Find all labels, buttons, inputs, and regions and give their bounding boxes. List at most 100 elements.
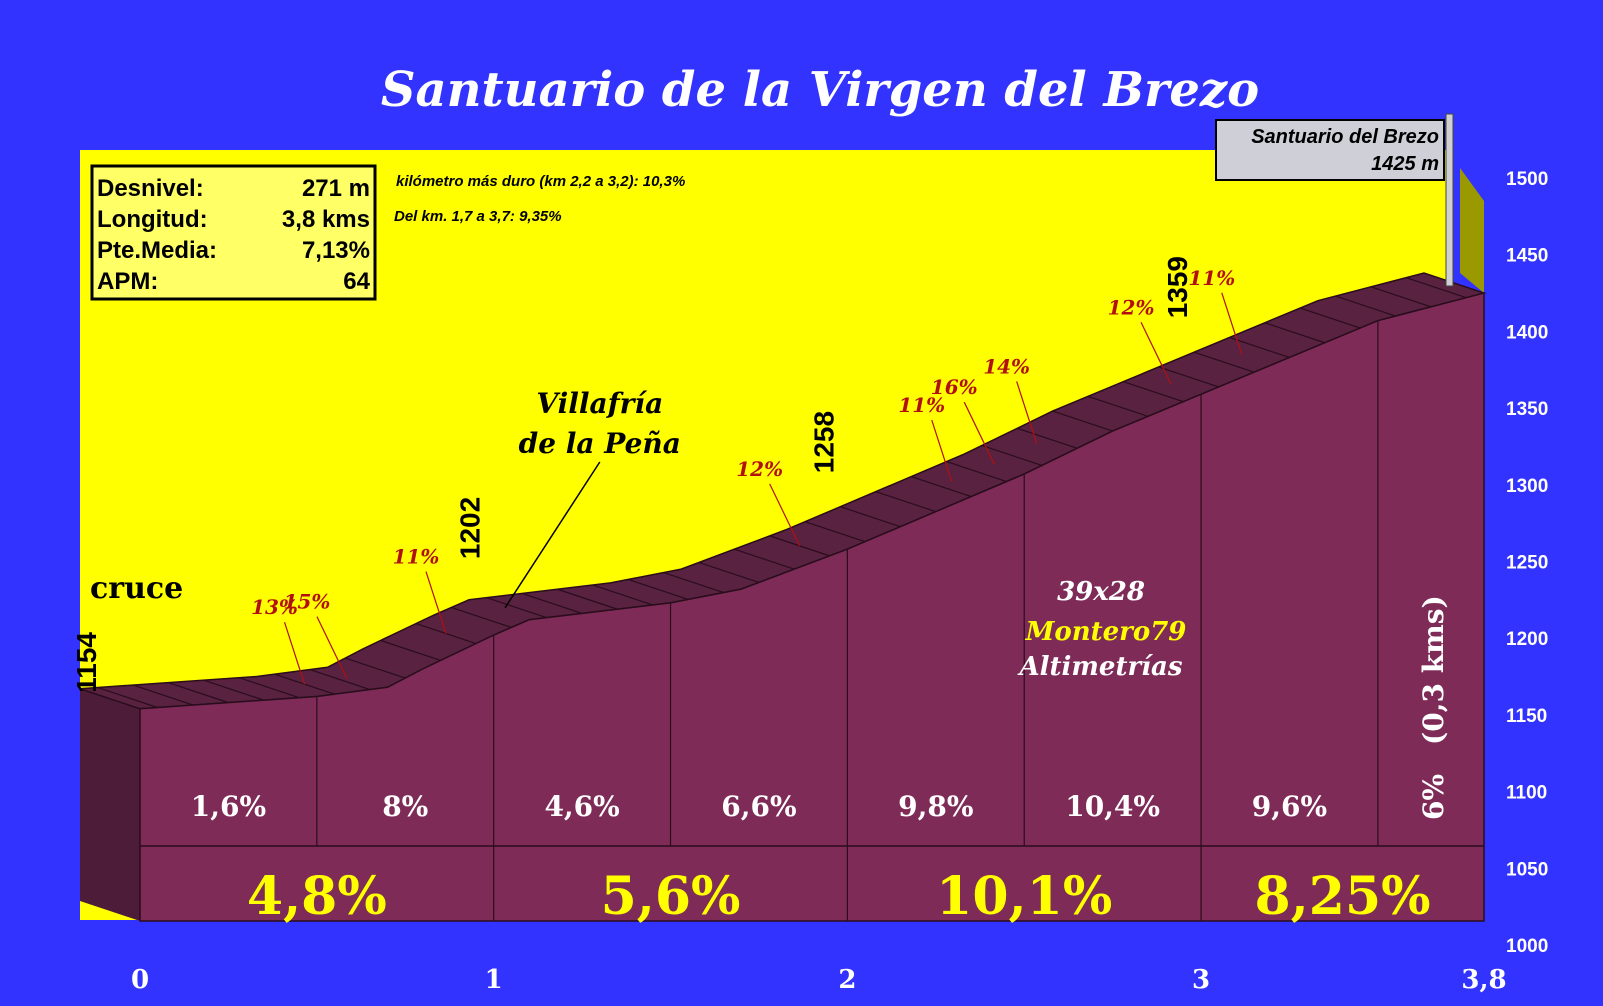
road-hatch [910,476,972,498]
altitude-label: 1202 [455,497,486,559]
road-hatch [203,679,264,701]
y-tick-label: 1500 [1506,169,1548,190]
road-hatch [1193,351,1255,373]
road-hatch [345,657,406,679]
segment-length-label: (0,3 kms) [1417,595,1450,745]
road-hatch [451,606,512,629]
km-gradient-label: 8,25% [1254,866,1430,927]
ramp-label: 13% [251,595,298,619]
y-tick-label: 1400 [1506,322,1548,343]
stat-value: 64 [343,268,370,295]
ramp-pointer [769,483,801,547]
summit-side-wall [1460,168,1484,294]
y-tick-label: 1350 [1506,399,1548,420]
place-label-line1: Villafría [536,387,663,420]
segment-gradient-label: 6,6% [721,790,796,823]
ramp-label: 14% [983,354,1030,378]
y-tick-label: 1250 [1506,553,1548,574]
ramp-pointer [963,401,995,465]
ramp-pointer [1140,322,1172,385]
segment-gradient-label: 8% [382,790,428,823]
ramp-label: 11% [898,393,945,417]
road-hatch [1158,366,1219,388]
altitude-label: 1258 [808,411,839,473]
road-hatch [981,444,1043,467]
summit-sign [1215,119,1445,181]
road-hatch [1300,307,1361,329]
km-gradient-label: 4,8% [247,866,387,927]
road-hatch [1370,286,1432,308]
x-tick-label: 2 [838,965,856,995]
road-hatch [734,548,795,570]
road-hatch [168,682,229,704]
ramp-label: 16% [931,375,978,399]
y-tick-label: 1200 [1506,629,1548,650]
road-hatch [1406,277,1467,299]
y-tick-label: 1000 [1506,936,1548,957]
hardest-km-note: kilómetro más duro (km 2,2 a 3,2): 10,3% [396,173,685,190]
ramp-pointer [1016,381,1038,444]
road-hatch [1123,381,1184,403]
road-hatch [875,491,936,513]
profile-side-wall [80,688,140,921]
place-label-line2: de la Peña [519,427,681,460]
stat-label: Desnivel: [97,175,204,202]
ramp-label: 12% [1108,295,1155,319]
y-tick-label: 1300 [1506,476,1548,497]
summit-name: Santuario del Brezo [1251,126,1439,148]
segment-gradient-label: 10,4% [1065,790,1160,823]
ramp-label: 11% [393,545,440,569]
ramp-pointer [1221,292,1243,356]
x-tick-label: 3 [1192,965,1210,995]
section-note: Del km. 1,7 a 3,7: 9,35% [394,208,562,225]
ramp-pointer [425,571,447,634]
road-hatch [521,592,583,615]
road-hatch [97,686,158,709]
altitude-label: 1154 [71,632,102,693]
road-hatch [1229,336,1290,359]
road-hatch [1335,295,1396,317]
road-hatch [238,677,300,699]
stat-label: APM: [97,268,158,295]
place-label-pointer [504,461,601,609]
road-hatch [946,461,1007,483]
stat-value: 271 m [302,175,370,202]
road-hatch [1017,427,1078,449]
road-hatch [698,561,760,584]
x-tick-label: 0 [131,965,149,995]
ramp-pointer [316,616,348,679]
summit-pole [1445,113,1454,287]
road-hatch [663,571,724,594]
road-hatch [804,521,866,543]
altitude-label: 1359 [1162,256,1193,318]
ramp-label: 12% [736,457,783,481]
stat-value: 3,8 kms [282,206,370,233]
km-gradient-label: 10,1% [936,866,1112,927]
road-hatch [309,669,371,691]
x-tick-label: 1 [485,965,503,995]
road-hatch [840,506,901,528]
road-hatch [628,578,689,601]
y-tick-label: 1450 [1506,246,1548,267]
ramp-pointer [931,419,953,483]
credit-author: Montero79 [1025,617,1187,647]
segment-gradient-label: 4,6% [544,790,619,823]
chart-title: Santuario de la Virgen del Brezo [381,62,1259,118]
y-tick-label: 1150 [1506,706,1547,727]
road-hatch [1264,322,1326,344]
stat-value: 7,13% [302,237,370,264]
road-hatch [557,588,618,610]
segment-gradient-label: 1,6% [191,790,266,823]
credit-gearing: 39x28 [1057,577,1145,607]
road-hatch [486,597,547,619]
road-hatch [1087,395,1149,417]
segment-gradient-label: 9,8% [898,790,973,823]
stats-box [90,164,377,301]
ramp-label: 15% [284,590,331,614]
x-tick-label: 3,8 [1461,965,1506,995]
stat-label: Pte.Media: [97,237,217,264]
place-label: cruce [90,571,183,606]
summit-altitude: 1425 m [1371,153,1439,175]
ramp-label: 11% [1188,266,1235,290]
